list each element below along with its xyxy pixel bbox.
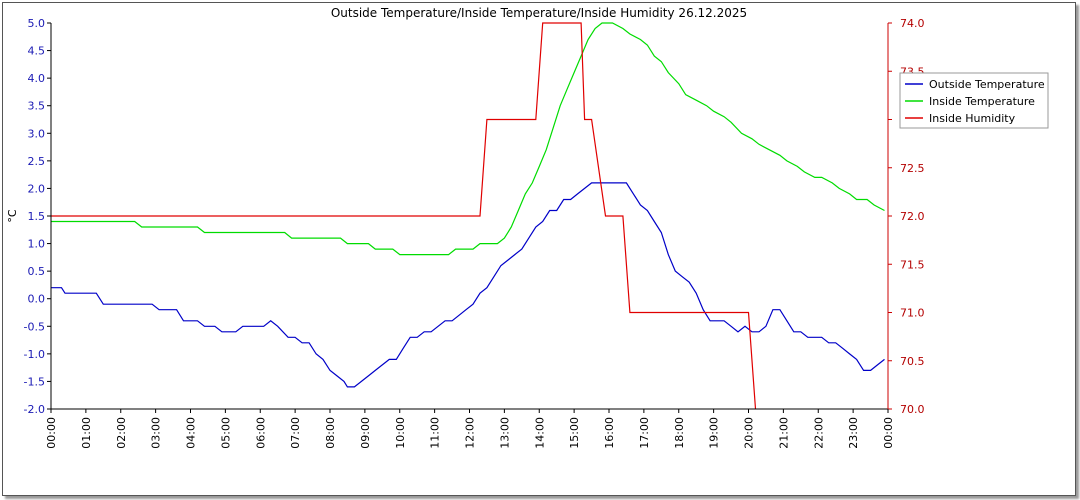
x-tick-label: 04:00 (185, 417, 198, 449)
y-right-tick-label: 70.5 (900, 355, 925, 368)
x-tick-label: 09:00 (359, 417, 372, 449)
x-tick-label: 23:00 (847, 417, 860, 449)
y-left-tick-label: -2.0 (24, 403, 45, 416)
x-tick-label: 08:00 (324, 417, 337, 449)
x-tick-label: 10:00 (394, 417, 407, 449)
x-tick-label: 00:00 (882, 417, 895, 449)
y-right-tick-label: 72.5 (900, 162, 925, 175)
y-left-tick-label: -0.5 (24, 320, 45, 333)
y-left-tick-label: 4.5 (28, 45, 46, 58)
legend: Outside Temperature Inside Temperature I… (899, 72, 1049, 129)
chart-svg: Outside Temperature/Inside Temperature/I… (6, 6, 1049, 449)
x-tick-label: 03:00 (150, 417, 163, 449)
legend-label-inside-humidity: Inside Humidity (929, 112, 1016, 125)
y-left-tick-label: -1.5 (24, 375, 45, 388)
x-tick-label: 12:00 (464, 417, 477, 449)
x-tick-label: 21:00 (777, 417, 790, 449)
y-right-tick-label: 74.0 (900, 17, 925, 30)
x-tick-label: 16:00 (603, 417, 616, 449)
x-tick-label: 01:00 (80, 417, 93, 449)
y-left-tick-label: -1.0 (24, 348, 45, 361)
y-right-tick-label: 71.5 (900, 258, 925, 271)
y-left-axis-label: °C (6, 209, 19, 223)
y-right-tick-label: 71.0 (900, 307, 925, 320)
x-tick-label: 18:00 (673, 417, 686, 449)
x-tick-label: 02:00 (115, 417, 128, 449)
x-tick-label: 22:00 (812, 417, 825, 449)
legend-label-inside-temperature: Inside Temperature (929, 95, 1035, 108)
y-left-tick-label: 0.0 (28, 293, 46, 306)
axes-layer: -2.0 -1.5 -1.0 -0.5 0.0 0.5 1.0 1.5 2.0 2.5 3.0 3.5… (24, 17, 925, 449)
y-left-tick-label: 4.0 (28, 72, 46, 85)
x-tick-label: 15:00 (568, 417, 581, 449)
y-left-tick-label: 0.5 (28, 265, 46, 278)
x-tick-label: 07:00 (289, 417, 302, 449)
x-tick-label: 19:00 (708, 417, 721, 449)
y-left-tick-label: 2.5 (28, 155, 46, 168)
x-tick-label: 05:00 (219, 417, 232, 449)
x-tick-label: 11:00 (429, 417, 442, 449)
y-left-tick-label: 5.0 (28, 17, 46, 30)
chart-title: Outside Temperature/Inside Temperature/I… (331, 6, 747, 20)
y-left-tick-label: 1.5 (28, 210, 46, 223)
y-right-tick-label: 72.0 (900, 210, 925, 223)
x-tick-label: 06:00 (254, 417, 267, 449)
x-tick-label: 20:00 (743, 417, 756, 449)
series-line-outside-temperature (51, 182, 885, 388)
x-tick-label: 00:00 (45, 417, 58, 449)
x-tick-label: 14:00 (533, 417, 546, 449)
series-line-inside-temperature (51, 22, 885, 256)
y-left-tick-label: 1.0 (28, 238, 46, 251)
y-left-tick-label: 3.5 (28, 100, 46, 113)
x-tick-label: 17:00 (638, 417, 651, 449)
y-right-tick-label: 70.0 (900, 403, 925, 416)
series-layer (51, 22, 885, 410)
legend-label-outside-temperature: Outside Temperature (929, 78, 1045, 91)
legend-box (899, 72, 1049, 129)
x-tick-label: 13:00 (498, 417, 511, 449)
series-line-inside-humidity (51, 22, 757, 410)
y-left-tick-label: 3.0 (28, 127, 46, 140)
y-left-tick-label: 2.0 (28, 182, 46, 195)
